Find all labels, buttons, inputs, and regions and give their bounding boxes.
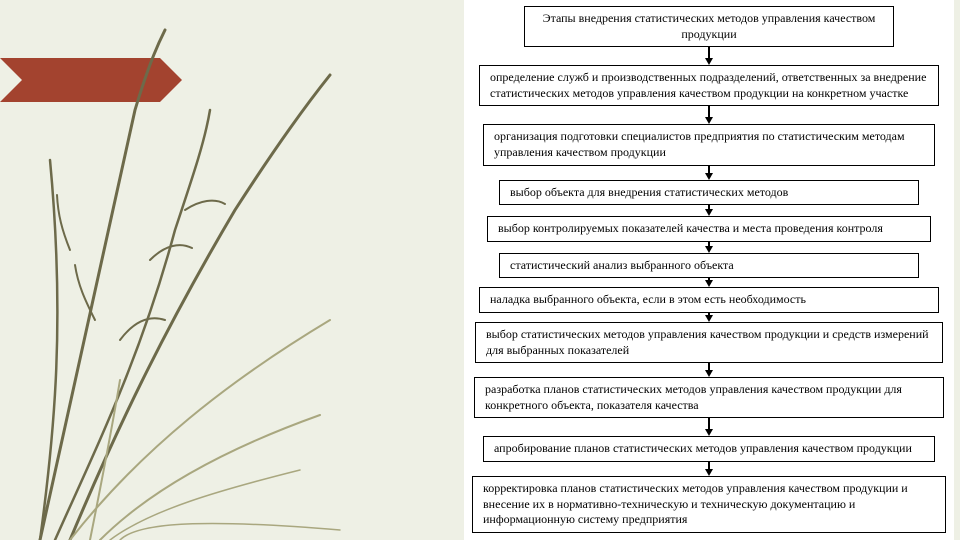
flow-node-title: Этапы внедрения статистических методов у… — [524, 6, 894, 47]
flow-node: статистический анализ выбранного объекта — [499, 253, 919, 279]
flow-node: определение служб и производственных под… — [479, 65, 939, 106]
flow-node: выбор объекта для внедрения статистическ… — [499, 180, 919, 206]
flow-node: корректировка планов статистических мето… — [472, 476, 946, 533]
flowchart-panel: Этапы внедрения статистических методов у… — [464, 0, 954, 540]
flow-node: апробирование планов статистических мето… — [483, 436, 935, 462]
accent-banner — [0, 58, 182, 102]
flow-node: выбор контролируемых показателей качеств… — [487, 216, 931, 242]
flow-node: организация подготовки специалистов пред… — [483, 124, 935, 165]
slide-root: Этапы внедрения статистических методов у… — [0, 0, 960, 540]
flowchart: Этапы внедрения статистических методов у… — [464, 0, 954, 540]
flow-node: разработка планов статистических методов… — [474, 377, 944, 418]
flow-node: выбор статистических методов управления … — [475, 322, 943, 363]
flow-node: наладка выбранного объекта, если в этом … — [479, 287, 939, 313]
